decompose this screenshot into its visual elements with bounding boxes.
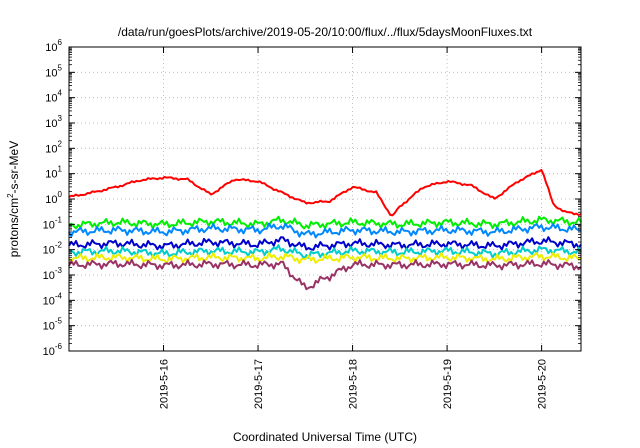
y-tick-label: 10-5 [43, 317, 63, 333]
series-line [68, 168, 582, 217]
x-axis-label: Coordinated Universal Time (UTC) [233, 430, 417, 444]
y-tick-label: 10-4 [43, 291, 63, 307]
y-axis-label: protons/cm2-s-sr-MeV [6, 141, 21, 257]
x-tick-label: 2019-5-20 [537, 359, 549, 409]
y-tick-label: 105 [45, 63, 62, 79]
y-tick-label: 10-2 [43, 241, 63, 257]
series-line [68, 251, 582, 265]
x-tick-label: 2019-5-18 [348, 359, 360, 409]
x-tick-label: 2019-5-17 [253, 359, 265, 409]
y-tick-label: 103 [45, 114, 62, 130]
y-axis-label-exp: 2 [6, 193, 15, 198]
y-tick-label: 10-3 [43, 266, 63, 282]
x-tick-label: 2019-5-16 [159, 359, 171, 409]
y-tick-label: 106 [45, 38, 62, 54]
x-tick-label: 2019-5-19 [442, 359, 454, 409]
series-line [68, 244, 582, 260]
chart-title: /data/run/goesPlots/archive/2019-05-20/1… [118, 25, 533, 39]
x-axis-ticks: 2019-5-16 2019-5-17 2019-5-18 2019-5-19 2019… [159, 47, 549, 409]
series-line [68, 258, 582, 291]
series-line [68, 222, 581, 239]
series-line [68, 215, 582, 230]
series-layer [68, 168, 582, 291]
y-axis-label-rest: -s-sr-MeV [7, 141, 21, 194]
series-line [68, 236, 582, 251]
grid [69, 47, 581, 351]
y-axis-label-main: protons/cm [7, 198, 21, 257]
y-axis-ticks: 10-6 10-5 10-4 10-3 10-2 10-1 100 101 102 103 104 1… [43, 38, 581, 358]
y-tick-label: 100 [45, 190, 62, 206]
y-tick-label: 10-6 [43, 342, 63, 358]
y-tick-label: 101 [45, 165, 62, 181]
y-tick-label: 104 [45, 89, 62, 105]
y-tick-label: 102 [45, 139, 62, 155]
y-tick-label: 10-1 [43, 215, 63, 231]
